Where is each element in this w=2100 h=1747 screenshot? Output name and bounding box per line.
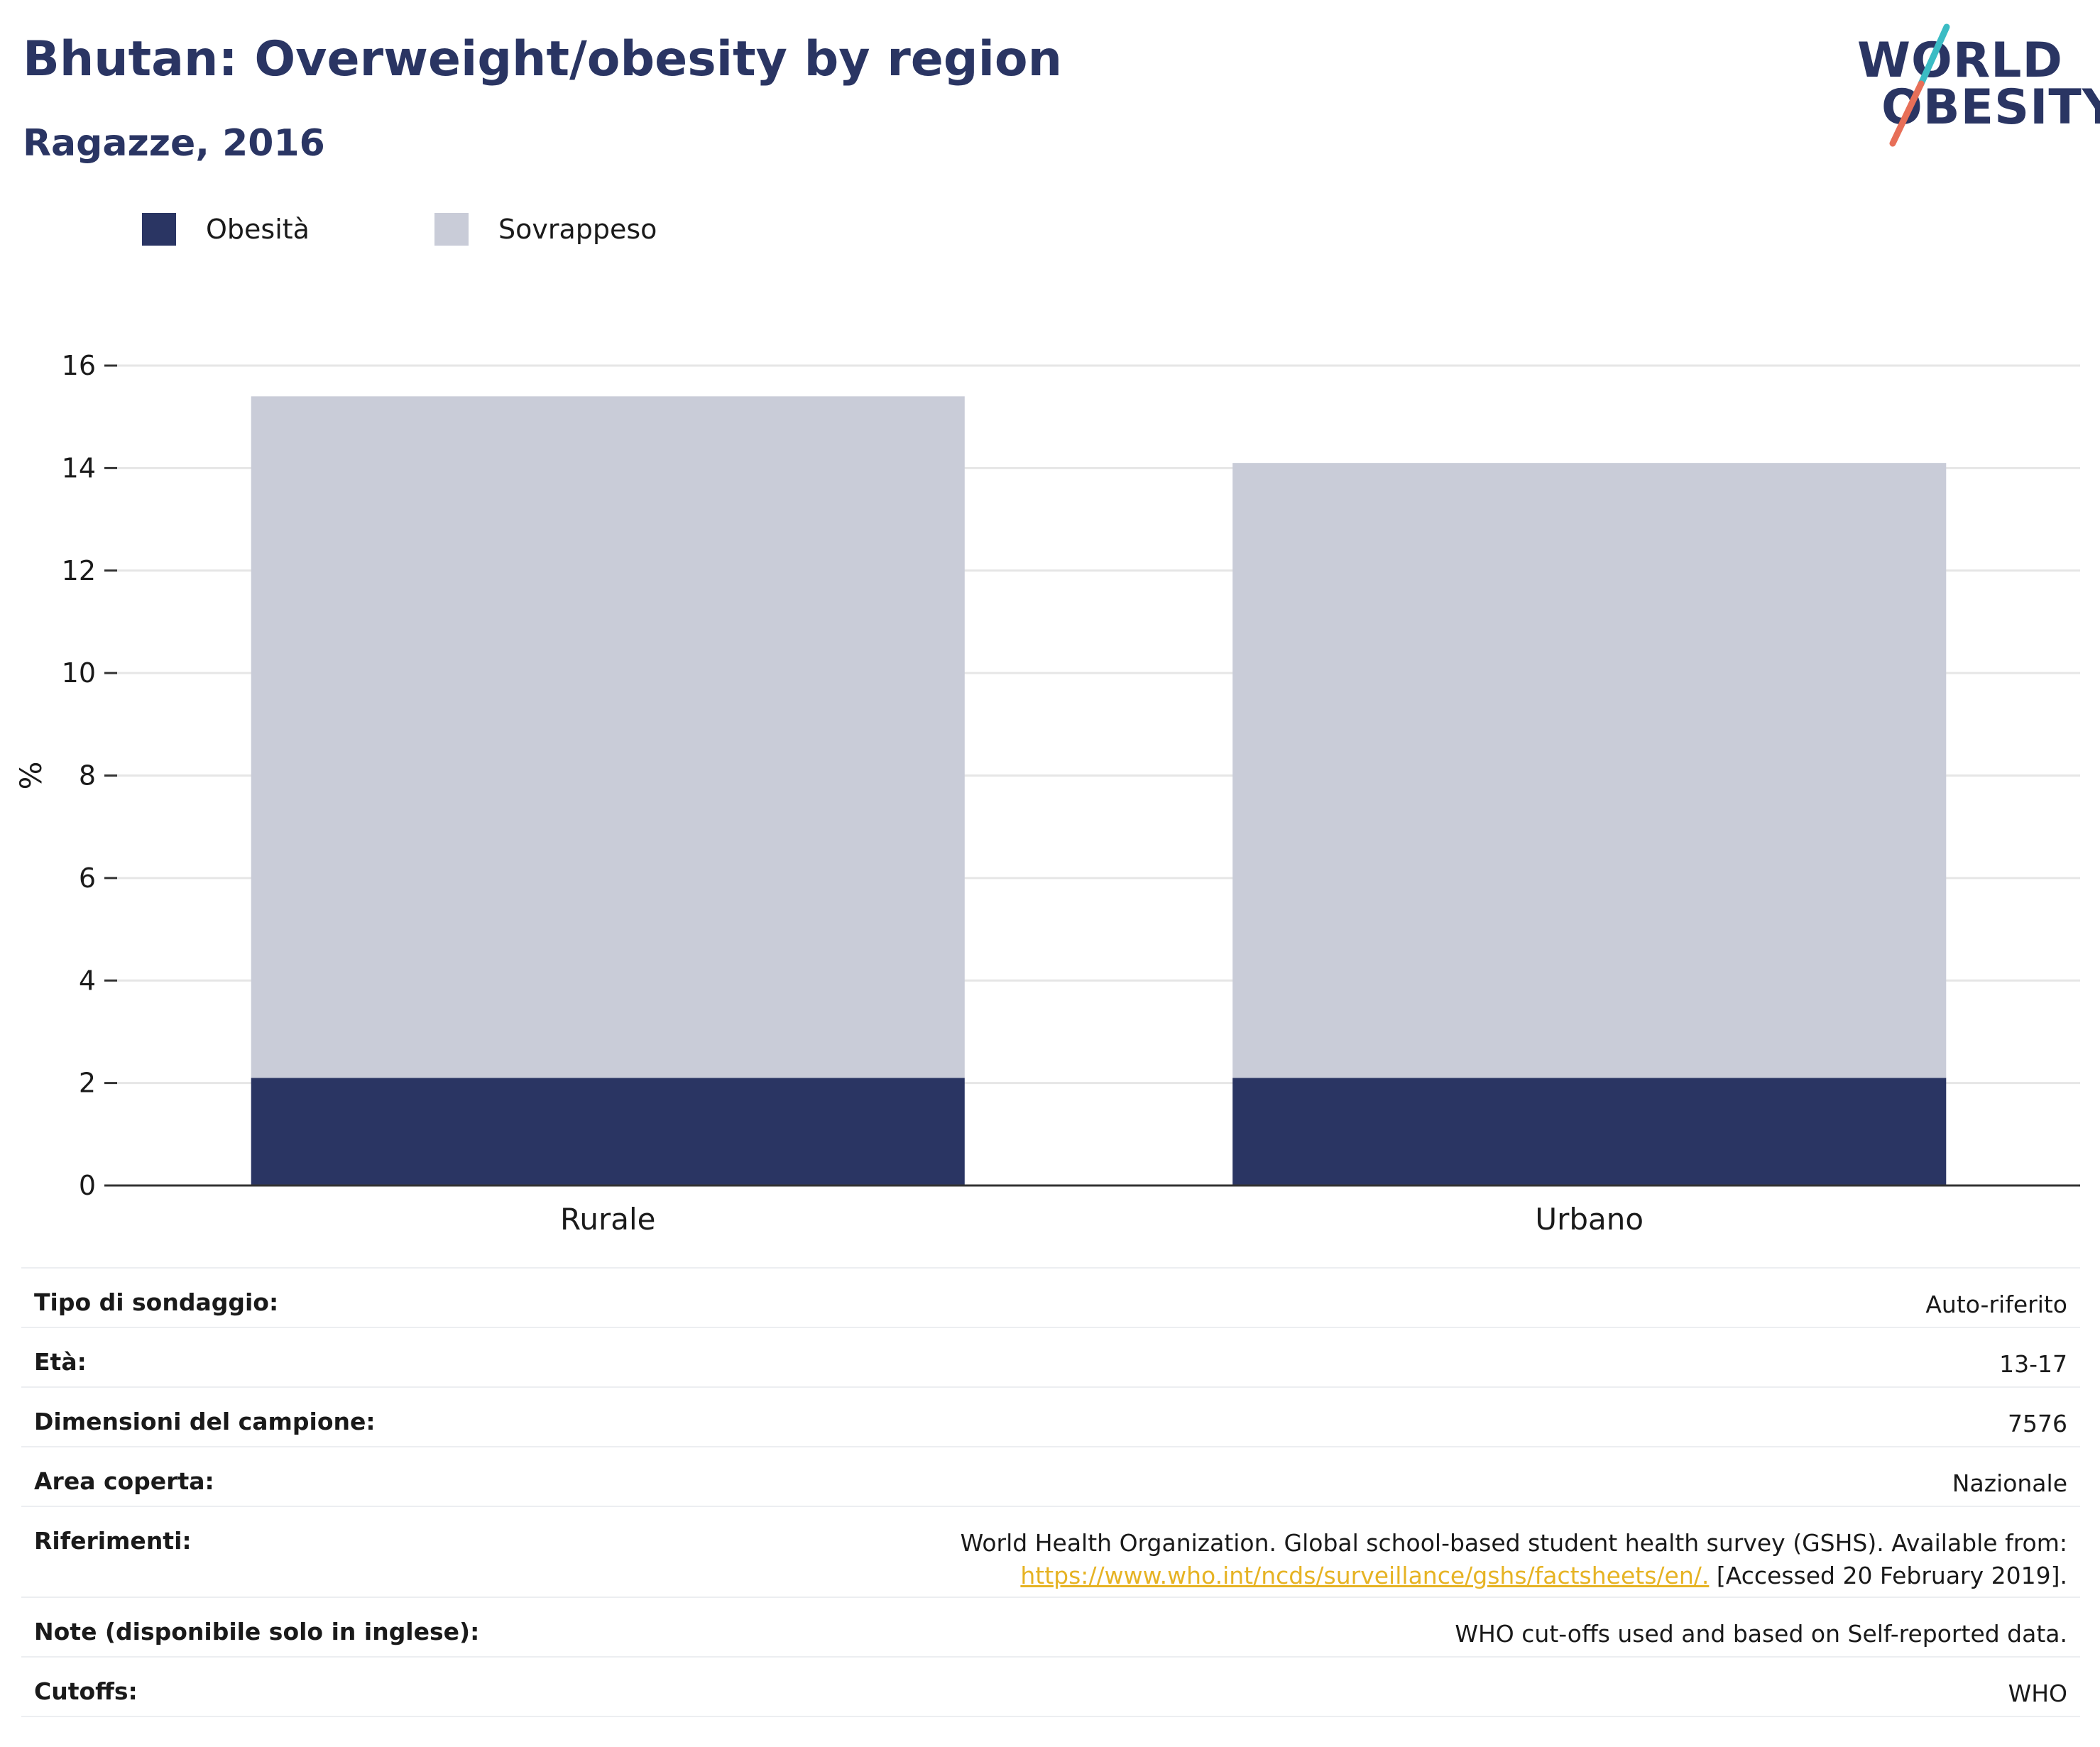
world-obesity-logo: WORLD OBESITY bbox=[1846, 21, 2100, 149]
references-text: World Health Organization. Global school… bbox=[960, 1529, 2067, 1557]
logo-line-1: WORLD bbox=[1857, 33, 2063, 89]
legend-swatch-obesity bbox=[142, 213, 176, 246]
info-label: Cutoffs: bbox=[21, 1656, 544, 1717]
bar-obesity-urbano bbox=[1232, 1078, 1947, 1185]
info-value: Auto-riferito bbox=[544, 1267, 2080, 1327]
y-tick-label: 2 bbox=[79, 1068, 96, 1099]
logo-slash-icon bbox=[1889, 23, 1950, 147]
x-tick-label: Rurale bbox=[560, 1202, 655, 1235]
legend-label-overweight: Sovrappeso bbox=[498, 214, 657, 245]
bar-obesity-rurale bbox=[251, 1078, 965, 1185]
info-row-notes: Note (disponibile solo in inglese): WHO … bbox=[21, 1597, 2080, 1657]
chart-title: Bhutan: Overweight/obesity by region bbox=[23, 31, 1063, 87]
info-label: Note (disponibile solo in inglese): bbox=[21, 1597, 544, 1657]
y-tick-label: 12 bbox=[62, 555, 96, 586]
info-label: Tipo di sondaggio: bbox=[21, 1267, 544, 1327]
stacked-bar-chart: 0 2 4 6 8 10 12 14 16% Rurale Urbano bbox=[13, 350, 2080, 1235]
y-tick-label: 6 bbox=[79, 862, 96, 894]
info-row-age: Età: 13-17 bbox=[21, 1327, 2080, 1387]
info-label: Dimensioni del campione: bbox=[21, 1386, 544, 1447]
y-tick-label: 16 bbox=[62, 350, 96, 381]
info-value: WHO bbox=[544, 1656, 2080, 1717]
info-value: WHO cut-offs used and based on Self-repo… bbox=[544, 1597, 2080, 1657]
info-row-sample-size: Dimensioni del campione: 7576 bbox=[21, 1386, 2080, 1447]
references-accessed: [Accessed 20 February 2019]. bbox=[1716, 1562, 2067, 1589]
info-value: 13-17 bbox=[544, 1327, 2080, 1387]
info-row-survey-type: Tipo di sondaggio: Auto-riferito bbox=[21, 1267, 2080, 1327]
info-value: Nazionale bbox=[544, 1446, 2080, 1506]
y-tick-label: 14 bbox=[62, 452, 96, 483]
y-tick-label: 10 bbox=[62, 657, 96, 689]
info-label: Riferimenti: bbox=[21, 1506, 544, 1597]
bar-overweight-urbano bbox=[1232, 463, 1947, 1078]
references-link[interactable]: https://www.who.int/ncds/surveillance/gs… bbox=[1020, 1562, 1710, 1589]
y-tick-label: 4 bbox=[79, 965, 96, 996]
info-row-area-covered: Area coperta: Nazionale bbox=[21, 1446, 2080, 1506]
legend-swatch-overweight bbox=[434, 213, 469, 246]
y-tick-label: 8 bbox=[79, 760, 96, 792]
info-row-references: Riferimenti: World Health Organization. … bbox=[21, 1506, 2080, 1597]
x-tick-label: Urbano bbox=[1535, 1202, 1644, 1235]
info-row-cutoffs: Cutoffs: WHO bbox=[21, 1656, 2080, 1717]
legend-label-obesity: Obesità bbox=[206, 214, 310, 245]
info-value: 7576 bbox=[544, 1386, 2080, 1447]
info-label: Età: bbox=[21, 1327, 544, 1387]
survey-info-table: Tipo di sondaggio: Auto-riferito Età: 13… bbox=[21, 1267, 2080, 1717]
bar-overweight-rurale bbox=[251, 396, 965, 1078]
chart-subtitle: Ragazze, 2016 bbox=[23, 122, 325, 165]
references-value: World Health Organization. Global school… bbox=[544, 1506, 2080, 1597]
y-tick-label: 0 bbox=[79, 1170, 96, 1201]
y-axis-label: % bbox=[13, 762, 48, 790]
info-label: Area coperta: bbox=[21, 1446, 544, 1506]
